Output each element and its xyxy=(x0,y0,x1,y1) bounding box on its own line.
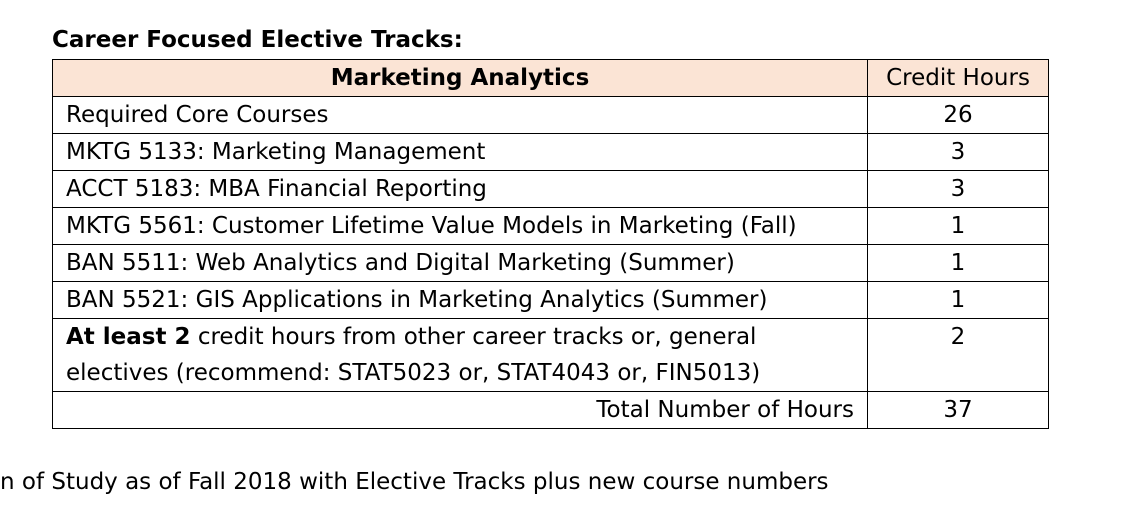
table-row: MKTG 5133: Marketing Management 3 xyxy=(52,133,1049,171)
total-label: Total Number of Hours xyxy=(52,391,868,429)
hours-cell: 1 xyxy=(867,281,1049,319)
track-name-header: Marketing Analytics xyxy=(52,59,868,97)
course-cell: MKTG 5133: Marketing Management xyxy=(52,133,868,171)
total-hours: 37 xyxy=(867,391,1049,429)
hours-cell: 3 xyxy=(867,133,1049,171)
table-row: BAN 5521: GIS Applications in Marketing … xyxy=(52,281,1049,319)
hours-cell: 26 xyxy=(867,96,1049,134)
elective-rest-text: credit hours from other career tracks or… xyxy=(66,324,761,386)
hours-cell: 2 xyxy=(867,318,1049,392)
table-row: MKTG 5561: Customer Lifetime Value Model… xyxy=(52,207,1049,245)
section-heading: Career Focused Elective Tracks: xyxy=(52,27,463,53)
hours-cell: 1 xyxy=(867,207,1049,245)
hours-cell: 3 xyxy=(867,170,1049,208)
elective-track-table: Marketing Analytics Credit Hours Require… xyxy=(52,59,1049,429)
hours-cell: 1 xyxy=(867,244,1049,282)
course-cell: Required Core Courses xyxy=(52,96,868,134)
course-cell: ACCT 5183: MBA Financial Reporting xyxy=(52,170,868,208)
footer-caption: n of Study as of Fall 2018 with Elective… xyxy=(0,469,829,495)
course-cell: MKTG 5561: Customer Lifetime Value Model… xyxy=(52,207,868,245)
elective-bold-text: At least 2 xyxy=(66,324,191,350)
credit-hours-header: Credit Hours xyxy=(867,59,1049,97)
course-cell: BAN 5521: GIS Applications in Marketing … xyxy=(52,281,868,319)
table-header-row: Marketing Analytics Credit Hours xyxy=(52,59,1049,97)
elective-course-cell: At least 2 credit hours from other caree… xyxy=(52,318,868,392)
table-row: ACCT 5183: MBA Financial Reporting 3 xyxy=(52,170,1049,208)
table-row: BAN 5511: Web Analytics and Digital Mark… xyxy=(52,244,1049,282)
table-row: Required Core Courses 26 xyxy=(52,96,1049,134)
elective-row: At least 2 credit hours from other caree… xyxy=(52,318,1049,392)
total-row: Total Number of Hours 37 xyxy=(52,391,1049,429)
course-cell: BAN 5511: Web Analytics and Digital Mark… xyxy=(52,244,868,282)
